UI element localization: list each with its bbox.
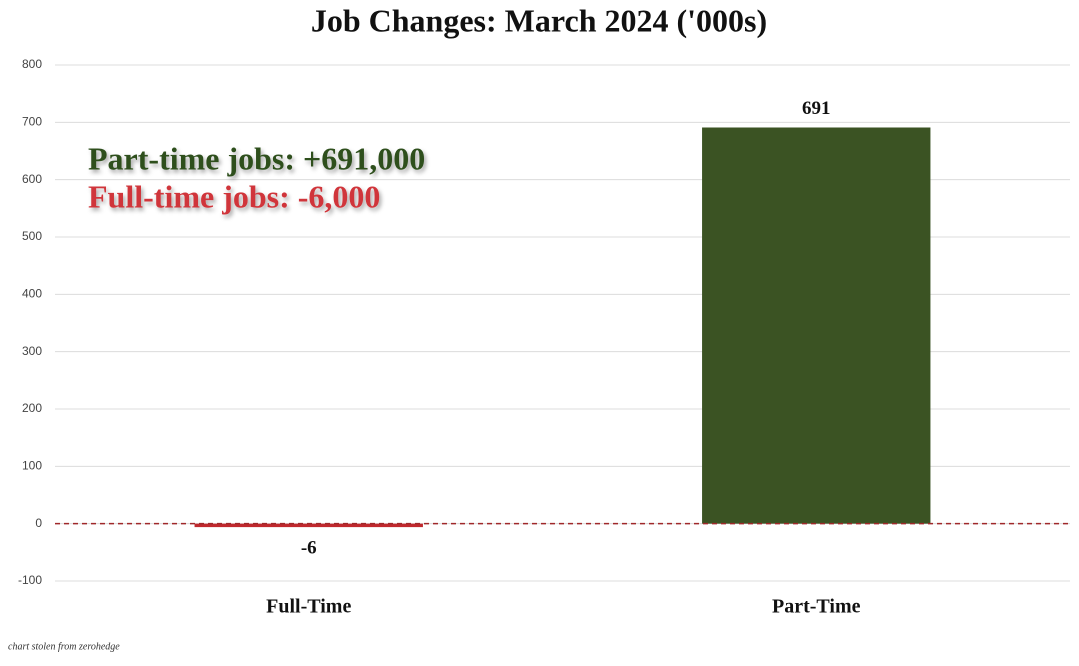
y-tick-label: 0 [35, 516, 42, 530]
bar [702, 127, 931, 524]
annotation: Full-time jobs: -6,000 [88, 178, 380, 214]
annotation: Part-time jobs: +691,000 [88, 140, 425, 176]
value-label: 691 [802, 98, 831, 119]
x-tick-label: Full-Time [266, 596, 351, 618]
y-tick-label: -100 [18, 573, 42, 587]
y-tick-label: 100 [22, 459, 42, 473]
footnote: chart stolen from zerohedge [8, 641, 120, 652]
y-tick-label: 800 [22, 57, 42, 71]
y-tick-label: 400 [22, 287, 42, 301]
bar [194, 523, 423, 528]
y-tick-label: 200 [22, 401, 42, 415]
y-tick-label: 600 [22, 172, 42, 186]
value-label: -6 [301, 537, 317, 558]
x-tick-label: Part-Time [772, 596, 861, 618]
y-tick-label: 300 [22, 344, 42, 358]
y-tick-label: 500 [22, 229, 42, 243]
chart-title: Job Changes: March 2024 ('000s) [311, 2, 767, 38]
y-tick-label: 700 [22, 115, 42, 129]
